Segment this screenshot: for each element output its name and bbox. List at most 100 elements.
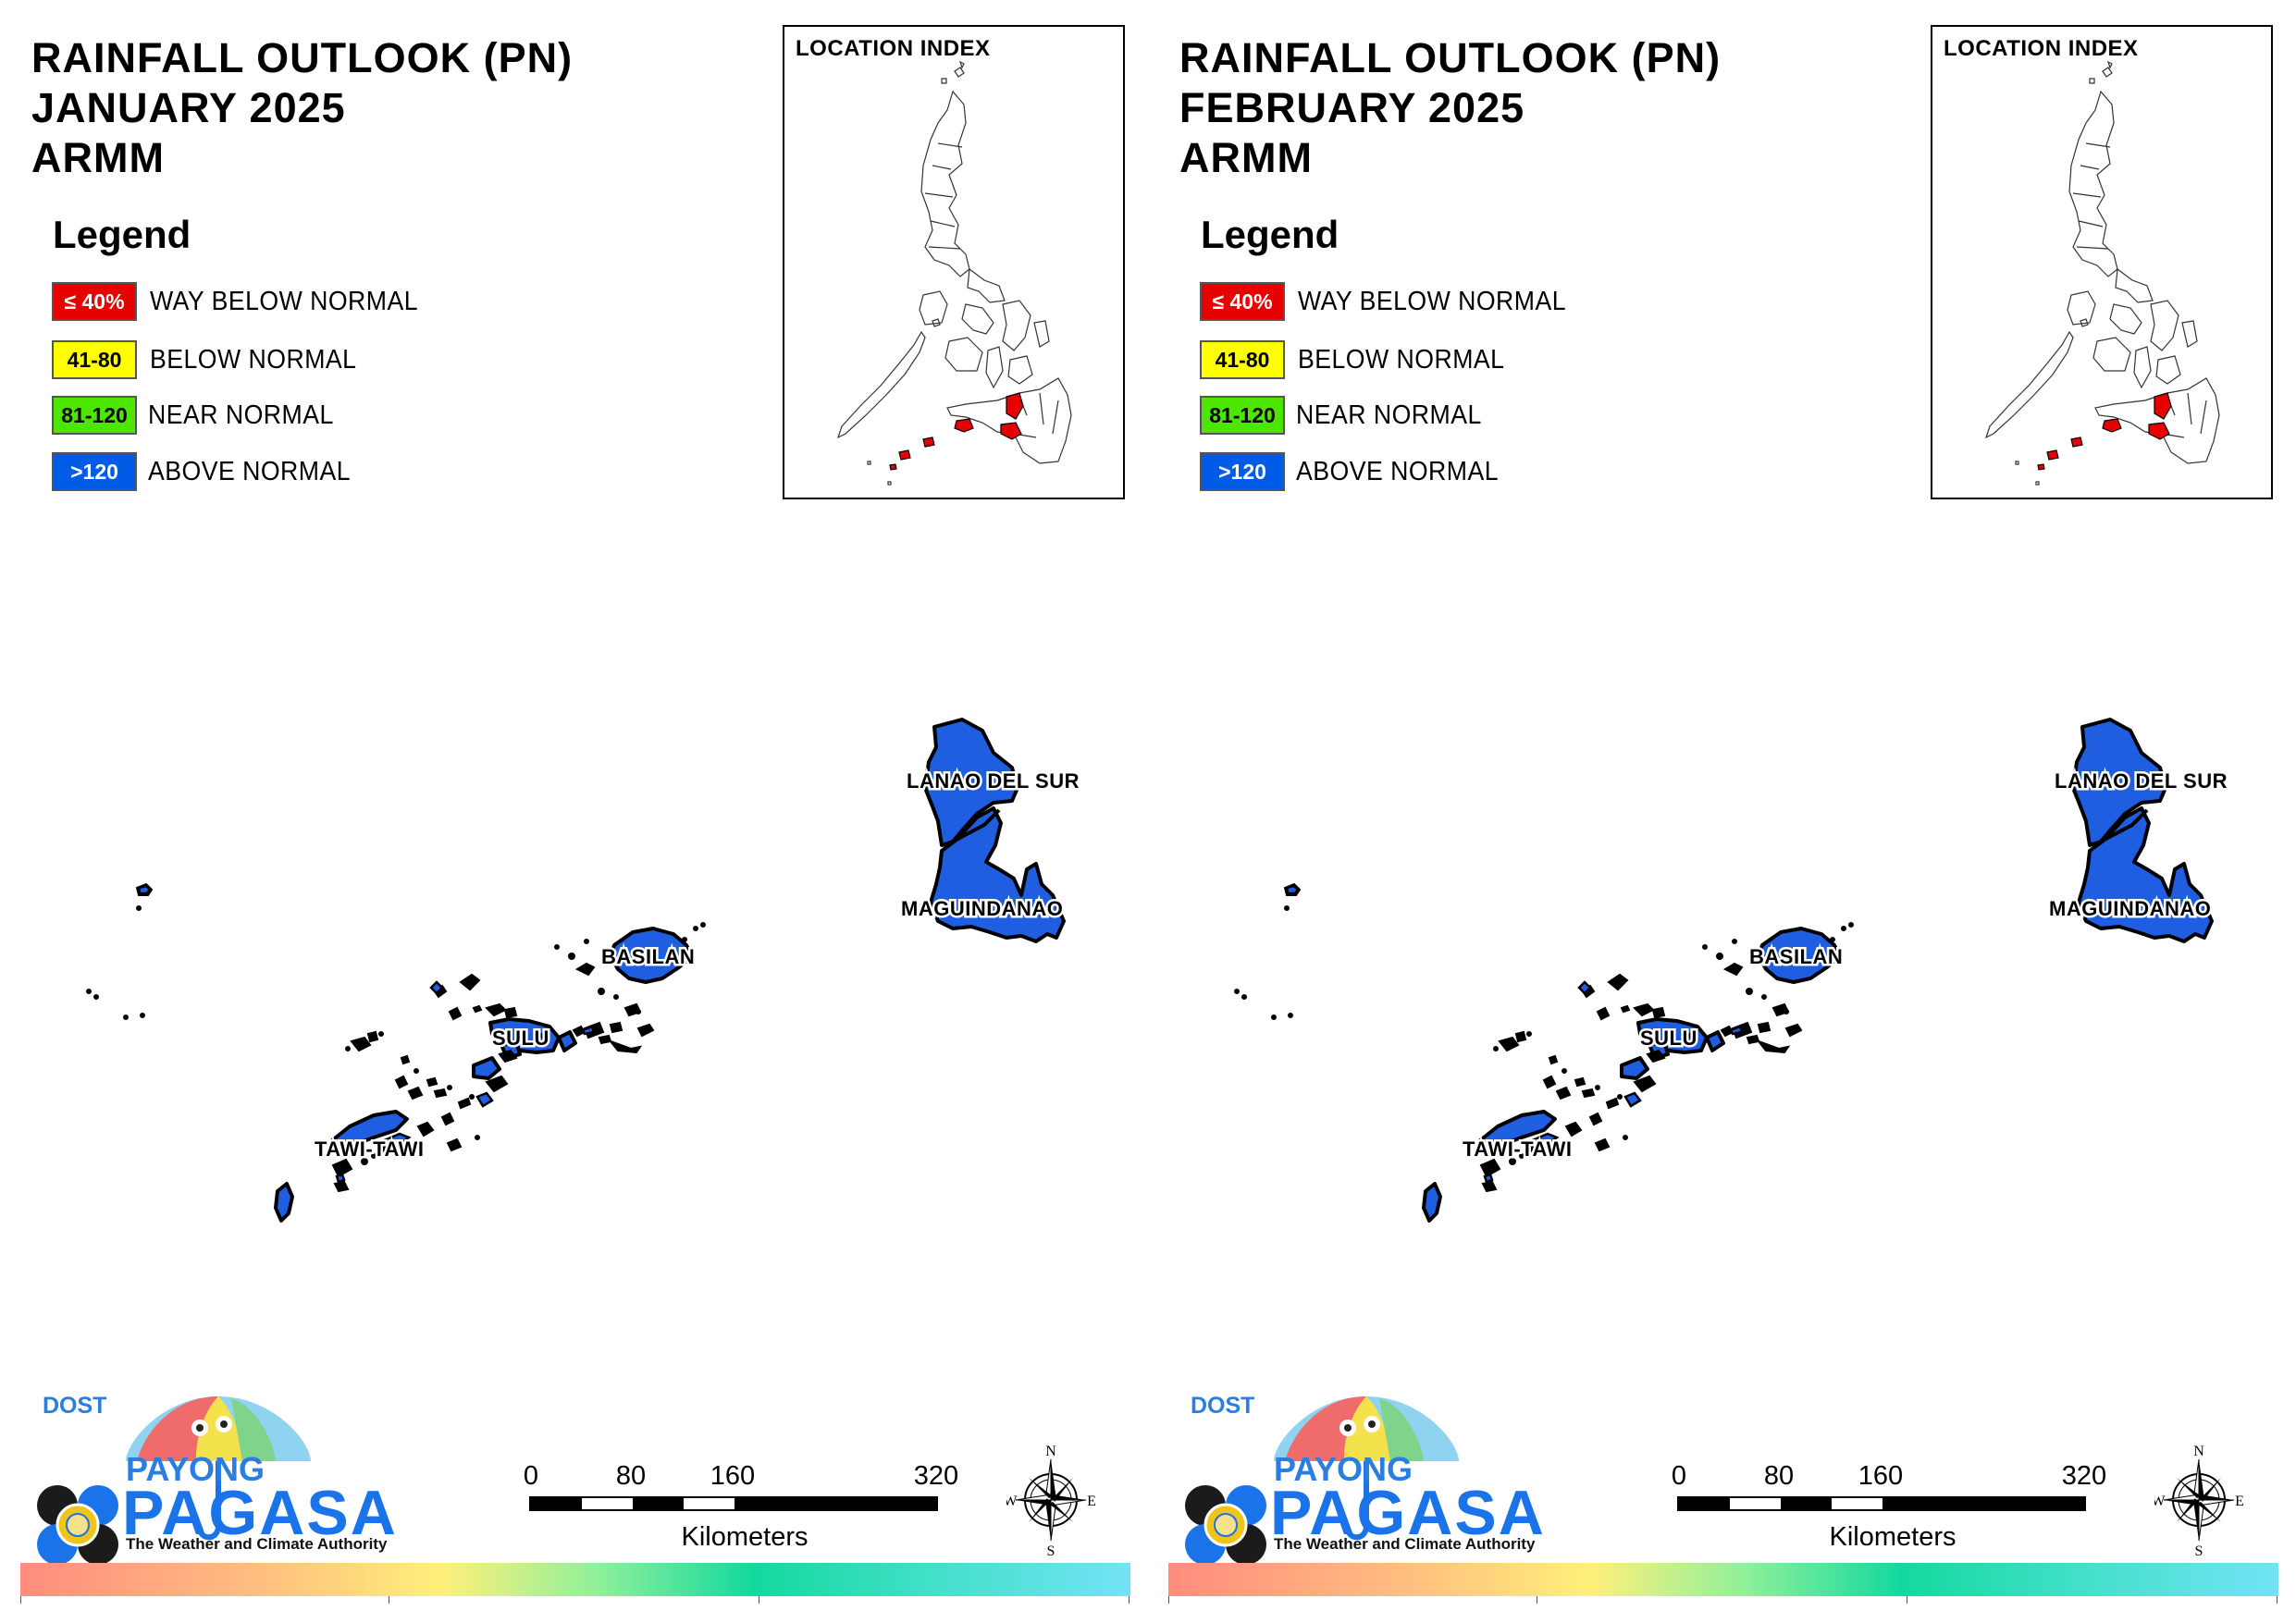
legend-label: BELOW NORMAL — [150, 344, 357, 375]
scale-tick-0: 0 — [523, 1461, 539, 1491]
payong-label: PAYONG — [126, 1450, 265, 1488]
scale-tick-320: 320 — [2061, 1461, 2107, 1491]
legend-swatch: 81-120 — [52, 396, 137, 435]
philippines-outline-map — [836, 60, 1072, 486]
payong-label: PAYONG — [1274, 1450, 1413, 1488]
location-index-inset: LOCATION INDEX — [783, 25, 1125, 499]
scale-tick-0: 0 — [1671, 1461, 1687, 1491]
umbrella-mascot-icon — [1185, 1396, 1459, 1565]
compass-e: E — [1087, 1494, 1095, 1509]
basilan-shape — [609, 927, 694, 984]
pagasa-label: PAGASA — [1270, 1478, 1546, 1548]
legend-label: WAY BELOW NORMAL — [150, 286, 419, 316]
armm-main-map: LANAO DEL SUR MAGUINDANAO BASILAN SULU T… — [0, 703, 1082, 1223]
tawi-tawi-shape — [329, 1110, 409, 1150]
tagline: The Weather and Climate Authority — [1274, 1535, 1536, 1553]
scale-bar: 0 80 160 320 Kilometers — [523, 1461, 962, 1554]
outlook-panel-january: RAINFALL OUTLOOK (PN) JANUARY 2025 ARMM … — [0, 25, 1130, 1605]
label-lanao-del-sur: LANAO DEL SUR — [907, 769, 1080, 793]
label-maguindanao: MAGUINDANAO — [901, 897, 1063, 920]
scale-tick-160: 160 — [1858, 1461, 1904, 1491]
gradient-ticks — [1168, 1596, 2278, 1605]
compass-rose-icon: N S E W — [2151, 1443, 2243, 1559]
title-line-3: ARMM — [31, 134, 165, 181]
armm-main-map: LANAO DEL SUR MAGUINDANAO BASILAN SULU T… — [1148, 703, 2229, 1223]
scale-tick-80: 80 — [615, 1461, 647, 1491]
location-index-inset: LOCATION INDEX — [1931, 25, 2273, 499]
label-sulu: SULU — [1640, 1027, 1697, 1050]
payong-pagasa-logo: DOST PAYONG PAGASA The Weather and Clima… — [33, 1387, 403, 1565]
title-line-3: ARMM — [1179, 134, 1313, 181]
label-tawi-tawi: TAWI-TAWI — [315, 1137, 425, 1161]
lanao-del-sur-shape — [2071, 718, 2167, 847]
compass-n: N — [2193, 1444, 2204, 1459]
payong-pagasa-logo: DOST PAYONG PAGASA The Weather and Clima… — [1181, 1387, 1551, 1565]
legend-swatch: 41-80 — [52, 340, 137, 379]
label-maguindanao: MAGUINDANAO — [2049, 897, 2211, 920]
label-basilan: BASILAN — [601, 945, 695, 968]
compass-s: S — [1047, 1543, 1055, 1557]
legend-label: NEAR NORMAL — [1296, 400, 1482, 430]
color-gradient-bar — [20, 1563, 1130, 1596]
philippines-outline-map — [1984, 60, 2220, 486]
legend-swatch: 81-120 — [1200, 396, 1285, 435]
province-labels: LANAO DEL SUR MAGUINDANAO BASILAN SULU T… — [313, 768, 1082, 1163]
legend-swatch: >120 — [52, 452, 137, 491]
legend-label: BELOW NORMAL — [1298, 344, 1505, 375]
legend-item-way-below-normal: ≤ 40% WAY BELOW NORMAL — [1200, 280, 1589, 323]
inset-title: LOCATION INDEX — [796, 36, 991, 61]
legend-swatch: ≤ 40% — [1200, 282, 1285, 321]
legend-item-way-below-normal: ≤ 40% WAY BELOW NORMAL — [52, 280, 441, 323]
legend-label: WAY BELOW NORMAL — [1298, 286, 1567, 316]
map-title: RAINFALL OUTLOOK (PN) FEBRUARY 2025 ARMM — [1179, 33, 1721, 183]
compass-w: W — [1006, 1494, 1018, 1509]
title-line-2: JANUARY 2025 — [31, 84, 346, 131]
legend-title: Legend — [1201, 213, 1339, 256]
legend-label: ABOVE NORMAL — [148, 456, 352, 486]
title-line-2: FEBRUARY 2025 — [1179, 84, 1525, 131]
label-lanao-del-sur: LANAO DEL SUR — [2055, 769, 2228, 793]
umbrella-mascot-icon — [37, 1396, 311, 1565]
lanao-del-sur-shape — [923, 718, 1019, 847]
compass-rose-icon: N S E W — [1003, 1443, 1095, 1559]
legend-item-near-normal: 81-120 NEAR NORMAL — [52, 394, 350, 436]
pagasa-label: PAGASA — [122, 1478, 398, 1548]
compass-e: E — [2235, 1494, 2243, 1509]
scale-unit: Kilometers — [1829, 1522, 1957, 1552]
basilan-shape — [1757, 927, 1842, 984]
dost-label: DOST — [43, 1393, 107, 1419]
compass-n: N — [1045, 1444, 1056, 1459]
legend-label: ABOVE NORMAL — [1296, 456, 1500, 486]
outlook-panel-february: RAINFALL OUTLOOK (PN) FEBRUARY 2025 ARMM… — [1148, 0, 2296, 1623]
scale-bar-graphic — [1677, 1496, 2086, 1511]
maguindanao-shape — [2077, 806, 2214, 943]
color-gradient-bar — [1168, 1563, 2278, 1596]
legend-swatch: >120 — [1200, 452, 1285, 491]
legend-item-near-normal: 81-120 NEAR NORMAL — [1200, 394, 1498, 436]
dost-label: DOST — [1191, 1393, 1255, 1419]
compass-s: S — [2195, 1543, 2203, 1557]
map-title: RAINFALL OUTLOOK (PN) JANUARY 2025 ARMM — [31, 33, 573, 183]
label-tawi-tawi: TAWI-TAWI — [1463, 1137, 1573, 1161]
legend-label: NEAR NORMAL — [148, 400, 334, 430]
legend-title: Legend — [53, 213, 191, 256]
legend-item-below-normal: 41-80 BELOW NORMAL — [1200, 338, 1523, 381]
maguindanao-shape — [929, 806, 1066, 943]
scale-tick-80: 80 — [1763, 1461, 1795, 1491]
legend-swatch: 41-80 — [1200, 340, 1285, 379]
label-sulu: SULU — [492, 1027, 549, 1050]
scale-tick-320: 320 — [913, 1461, 959, 1491]
legend-swatch: ≤ 40% — [52, 282, 137, 321]
scale-bar-graphic — [529, 1496, 938, 1511]
scale-bar: 0 80 160 320 Kilometers — [1671, 1461, 2110, 1554]
armm-highlight — [889, 392, 1024, 471]
tagline: The Weather and Climate Authority — [126, 1535, 388, 1553]
armm-highlight — [2037, 392, 2172, 471]
legend-item-above-normal: >120 ABOVE NORMAL — [52, 450, 368, 493]
legend-item-above-normal: >120 ABOVE NORMAL — [1200, 450, 1516, 493]
label-basilan: BASILAN — [1749, 945, 1843, 968]
compass-w: W — [2154, 1494, 2166, 1509]
gradient-ticks — [20, 1596, 1130, 1605]
title-line-1: RAINFALL OUTLOOK (PN) — [31, 34, 574, 81]
inset-title: LOCATION INDEX — [1944, 36, 2139, 61]
